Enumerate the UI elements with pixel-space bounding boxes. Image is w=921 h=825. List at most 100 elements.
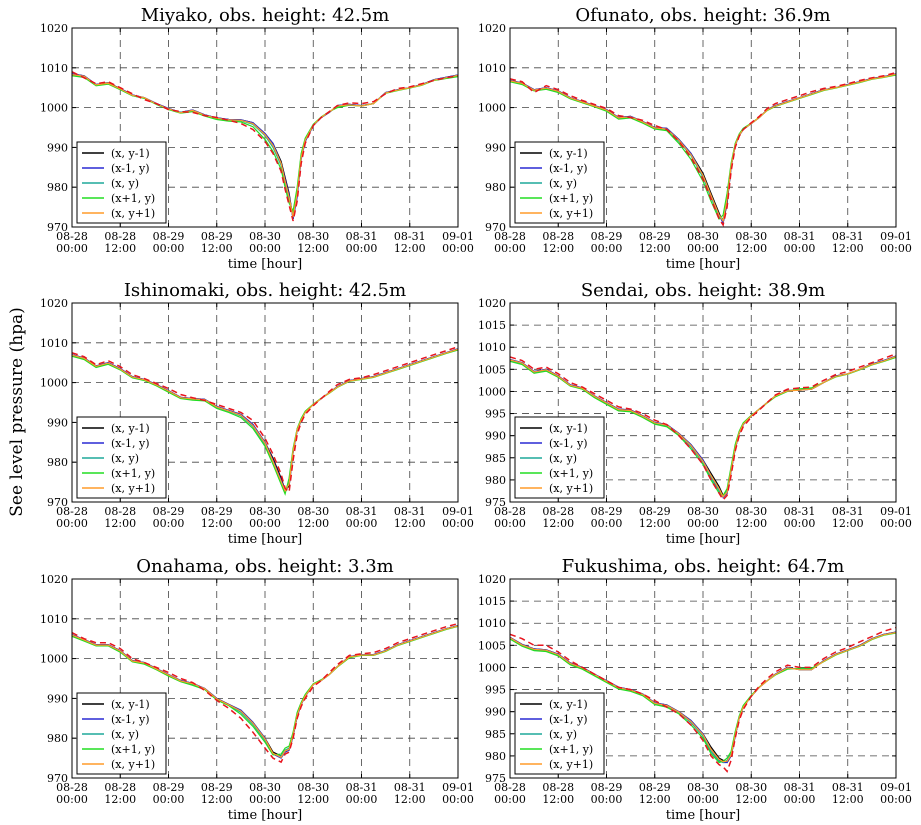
y-tick-label: 1000 <box>478 102 506 115</box>
y-tick-label: 1000 <box>478 661 506 674</box>
x-tick-label: 08-31 00:00 <box>784 505 816 530</box>
x-axis-label: time [hour] <box>228 257 302 272</box>
legend-label: (x, y-1) <box>549 698 588 711</box>
legend-label: (x, y+1) <box>111 758 155 771</box>
x-axis-label: time [hour] <box>666 808 740 823</box>
series-group <box>72 346 458 496</box>
x-tick-label: 08-30 00:00 <box>687 505 719 530</box>
reference-line <box>72 71 458 222</box>
x-axis-label: time [hour] <box>228 532 302 547</box>
y-tick-label: 1020 <box>478 573 506 586</box>
x-tick-label: 08-29 12:00 <box>639 781 671 806</box>
x-tick-label: 08-28 12:00 <box>104 505 136 530</box>
y-tick-label: 970 <box>47 772 68 785</box>
x-tick-label: 09-01 00:00 <box>880 505 912 530</box>
legend-label: (x+1, y) <box>111 192 155 205</box>
x-tick-label: 08-30 12:00 <box>735 781 767 806</box>
legend-label: (x-1, y) <box>549 437 588 450</box>
legend-label: (x-1, y) <box>111 162 150 175</box>
series-group <box>510 626 896 773</box>
x-tick-label: 08-28 12:00 <box>542 781 574 806</box>
legend-label: (x, y+1) <box>549 207 593 220</box>
series-line-5 <box>510 73 896 223</box>
y-tick-label: 990 <box>485 706 506 719</box>
x-tick-label: 08-28 12:00 <box>542 230 574 255</box>
y-tick-label: 995 <box>485 684 506 697</box>
y-tick-label: 980 <box>485 474 506 487</box>
x-tick-label: 08-31 12:00 <box>394 230 426 255</box>
y-tick-label: 1020 <box>40 22 68 35</box>
x-tick-label: 08-29 12:00 <box>639 505 671 530</box>
x-tick-label: 09-01 00:00 <box>442 505 474 530</box>
y-tick-label: 1015 <box>478 319 506 332</box>
legend-label: (x, y) <box>111 728 139 741</box>
legend-label: (x, y-1) <box>111 698 150 711</box>
chart-title: Onahama, obs. height: 3.3m <box>136 556 394 577</box>
x-tick-label: 08-29 00:00 <box>153 230 185 255</box>
y-tick-label: 990 <box>485 141 506 154</box>
x-tick-label: 08-31 12:00 <box>832 781 864 806</box>
legend-label: (x, y) <box>549 728 577 741</box>
y-tick-label: 1020 <box>40 573 68 586</box>
legend: (x, y-1) (x-1, y) (x, y) (x+1, y) (x, y+1) <box>76 692 167 775</box>
y-tick-label: 980 <box>47 181 68 194</box>
y-tick-label: 980 <box>47 456 68 469</box>
x-tick-label: 09-01 00:00 <box>442 230 474 255</box>
x-tick-label: 08-29 00:00 <box>591 505 623 530</box>
legend: (x, y-1) (x-1, y) (x, y) (x+1, y) (x, y+1) <box>76 141 167 224</box>
y-tick-label: 990 <box>47 692 68 705</box>
x-tick-label: 08-29 12:00 <box>201 230 233 255</box>
y-tick-label: 975 <box>485 496 506 509</box>
x-tick-label: 08-30 00:00 <box>687 230 719 255</box>
chart-title: Sendai, obs. height: 38.9m <box>581 280 825 301</box>
chart-title: Ofunato, obs. height: 36.9m <box>575 5 830 26</box>
y-tick-label: 1005 <box>478 639 506 652</box>
x-tick-label: 08-31 00:00 <box>784 230 816 255</box>
chart-panel: Onahama, obs. height: 3.3m 970 980 990 1000 1… <box>40 556 474 823</box>
reference-line <box>510 71 896 227</box>
legend-label: (x, y-1) <box>111 147 150 160</box>
x-tick-label: 08-31 12:00 <box>394 505 426 530</box>
y-tick-label: 1020 <box>478 22 506 35</box>
x-tick-label: 08-29 00:00 <box>153 505 185 530</box>
y-tick-label: 1010 <box>478 617 506 630</box>
chart-panel: Ishinomaki, obs. height: 42.5m 970 980 990 1… <box>40 280 474 547</box>
y-tick-label: 1000 <box>478 385 506 398</box>
x-tick-label: 08-31 00:00 <box>346 230 378 255</box>
legend-label: (x-1, y) <box>111 713 150 726</box>
y-tick-label: 1020 <box>40 297 68 310</box>
x-tick-label: 08-28 00:00 <box>494 781 526 806</box>
y-tick-label: 1010 <box>40 337 68 350</box>
y-tick-label: 1000 <box>40 102 68 115</box>
x-tick-label: 08-28 12:00 <box>104 781 136 806</box>
legend-label: (x, y) <box>549 177 577 190</box>
legend-label: (x, y+1) <box>111 482 155 495</box>
y-tick-label: 1010 <box>478 62 506 75</box>
y-tick-label: 1000 <box>40 653 68 666</box>
chart-panel: Sendai, obs. height: 38.9m 975 980 985 990 99… <box>478 280 912 547</box>
x-tick-label: 08-30 00:00 <box>249 230 281 255</box>
legend-label: (x, y+1) <box>549 482 593 495</box>
series-group <box>72 622 458 764</box>
legend-label: (x, y+1) <box>111 207 155 220</box>
x-tick-label: 08-30 12:00 <box>735 505 767 530</box>
legend-label: (x+1, y) <box>111 743 155 756</box>
x-tick-label: 08-31 00:00 <box>784 781 816 806</box>
x-tick-label: 09-01 00:00 <box>880 781 912 806</box>
x-tick-label: 08-28 12:00 <box>542 505 574 530</box>
chart-panel: Fukushima, obs. height: 64.7m 975 980 985 99… <box>478 556 912 823</box>
x-tick-label: 08-28 00:00 <box>56 781 88 806</box>
chart-title: Miyako, obs. height: 42.5m <box>141 5 390 26</box>
x-tick-label: 08-28 12:00 <box>104 230 136 255</box>
series-line-5 <box>510 355 896 498</box>
chart-title: Ishinomaki, obs. height: 42.5m <box>124 280 406 301</box>
legend-label: (x, y) <box>111 452 139 465</box>
legend: (x, y-1) (x-1, y) (x, y) (x+1, y) (x, y+1) <box>514 692 605 775</box>
reference-line <box>72 622 458 764</box>
legend-label: (x, y-1) <box>111 422 150 435</box>
y-tick-label: 980 <box>47 732 68 745</box>
y-tick-label: 1015 <box>478 595 506 608</box>
x-axis-label: time [hour] <box>228 808 302 823</box>
chart-panel: Ofunato, obs. height: 36.9m 970 980 990 1000… <box>478 5 912 272</box>
